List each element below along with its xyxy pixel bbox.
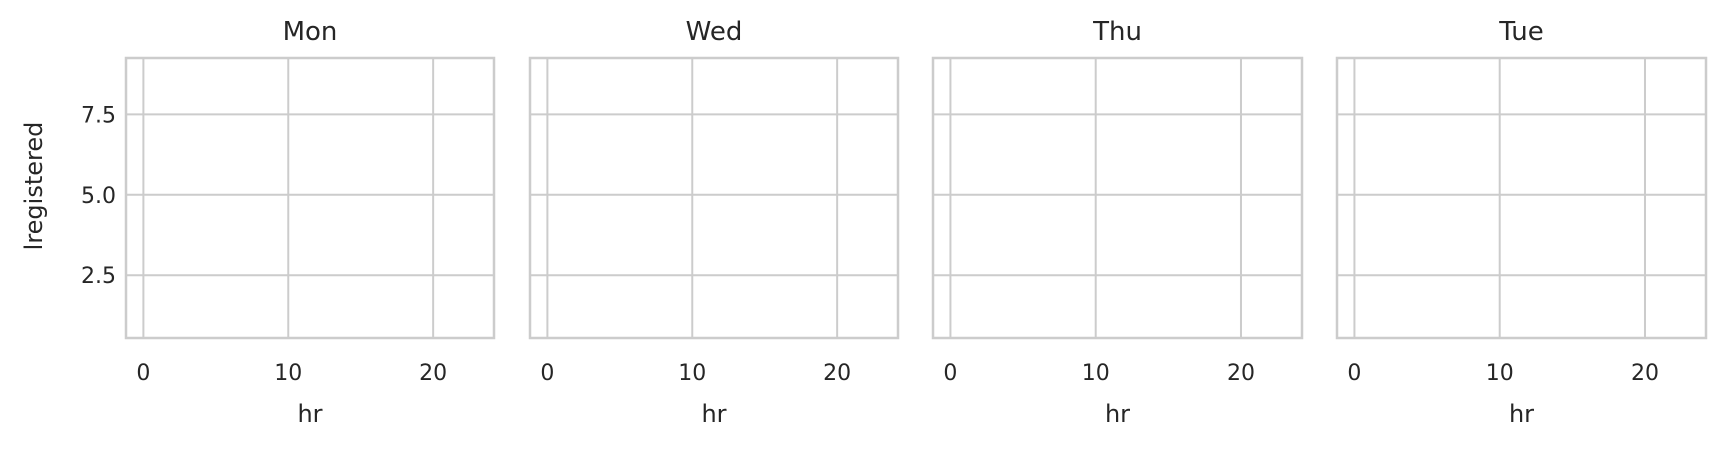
x-tick-label-tue-2: 20 — [1631, 361, 1659, 386]
panel-frame-wed — [528, 56, 900, 340]
y-axis-label: lregistered — [20, 122, 48, 251]
x-axis-label-thu: hr — [1105, 400, 1130, 428]
x-axis-label-mon: hr — [297, 400, 322, 428]
x-tick-label-mon-1: 10 — [274, 361, 302, 386]
x-tick-label-tue-1: 10 — [1486, 361, 1514, 386]
x-tick-label-mon-2: 20 — [419, 361, 447, 386]
facet-title-wed: Wed — [686, 17, 743, 47]
y-tick-label-0: 2.5 — [81, 264, 116, 289]
x-tick-label-mon-0: 0 — [136, 361, 150, 386]
x-tick-label-thu-2: 20 — [1227, 361, 1255, 386]
x-axis-label-tue: hr — [1509, 400, 1534, 428]
x-tick-label-wed-0: 0 — [540, 361, 554, 386]
facet-title-mon: Mon — [283, 17, 338, 47]
x-axis-label-wed: hr — [701, 400, 726, 428]
facet-title-tue: Tue — [1498, 17, 1543, 47]
panel-frame-tue — [1335, 56, 1708, 340]
x-tick-label-wed-2: 20 — [823, 361, 851, 386]
x-tick-label-thu-0: 0 — [943, 361, 957, 386]
facet-title-thu: Thu — [1092, 17, 1142, 47]
x-tick-label-tue-0: 0 — [1347, 361, 1361, 386]
y-tick-label-1: 5.0 — [81, 184, 116, 209]
x-tick-label-wed-1: 10 — [678, 361, 706, 386]
panel-frame-mon — [124, 56, 496, 340]
x-tick-label-thu-1: 10 — [1082, 361, 1110, 386]
y-tick-label-2: 7.5 — [81, 103, 116, 128]
panel-frame-thu — [931, 56, 1304, 340]
